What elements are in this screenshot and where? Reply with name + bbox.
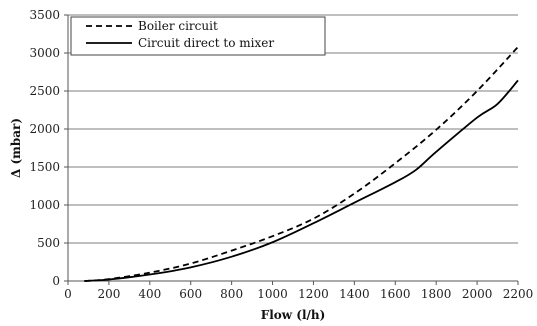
- axes: [64, 14, 519, 285]
- legend-label-boiler-circuit: Boiler circuit: [138, 19, 218, 33]
- y-tick-label: 2000: [29, 122, 60, 136]
- x-tick-label: 0: [64, 287, 72, 301]
- y-tick-label: 0: [52, 274, 60, 288]
- legend: Boiler circuit Circuit direct to mixer: [70, 16, 326, 56]
- x-tick-label: 1800: [421, 287, 452, 301]
- y-tick-label: 3500: [29, 8, 60, 22]
- y-tick-label: 3000: [29, 46, 60, 60]
- x-tick-label: 1400: [339, 287, 370, 301]
- x-tick-label: 1200: [298, 287, 329, 301]
- tick-labels: 0 500 1000 1500 2000 2500 3000 3500 0 200 400 600 80…: [29, 8, 533, 301]
- x-tick-label: 1600: [380, 287, 411, 301]
- legend-label-circuit-direct-to-mixer: Circuit direct to mixer: [138, 36, 274, 50]
- y-tick-label: 1000: [29, 198, 60, 212]
- y-tick-label: 2500: [29, 84, 60, 98]
- x-tick-label: 2000: [462, 287, 493, 301]
- y-axis-title: Δ (mbar): [9, 118, 23, 178]
- x-tick-label: 800: [220, 287, 243, 301]
- x-tick-label: 2200: [503, 287, 534, 301]
- x-axis-title: Flow (l/h): [261, 308, 326, 322]
- y-tick-label: 500: [37, 236, 60, 250]
- series-line-circuit-direct-to-mixer: [84, 79, 519, 282]
- x-tick-label: 600: [179, 287, 202, 301]
- x-tick-label: 1000: [257, 287, 288, 301]
- x-tick-label: 200: [97, 287, 120, 301]
- legend-box: [70, 16, 326, 56]
- x-tick-label: 400: [138, 287, 161, 301]
- y-tick-label: 1500: [29, 160, 60, 174]
- series-lines: [84, 46, 519, 282]
- series-line-boiler-circuit: [84, 46, 519, 282]
